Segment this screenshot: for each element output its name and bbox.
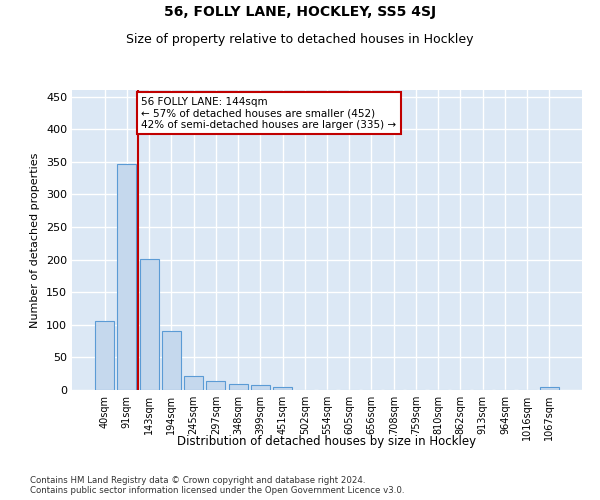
Text: Contains HM Land Registry data © Crown copyright and database right 2024.
Contai: Contains HM Land Registry data © Crown c…	[30, 476, 404, 495]
Bar	[540, 388, 559, 390]
Text: 56 FOLLY LANE: 144sqm
← 57% of detached houses are smaller (452)
42% of semi-det: 56 FOLLY LANE: 144sqm ← 57% of detached …	[142, 96, 397, 130]
Bar	[229, 384, 248, 390]
Bar	[162, 332, 181, 390]
Y-axis label: Number of detached properties: Number of detached properties	[31, 152, 40, 328]
Bar	[273, 386, 292, 390]
Bar	[140, 259, 158, 390]
Bar	[95, 321, 114, 390]
Bar	[118, 164, 136, 390]
Bar	[251, 385, 270, 390]
Bar	[184, 376, 203, 390]
Text: 56, FOLLY LANE, HOCKLEY, SS5 4SJ: 56, FOLLY LANE, HOCKLEY, SS5 4SJ	[164, 5, 436, 19]
Bar	[206, 381, 225, 390]
Text: Distribution of detached houses by size in Hockley: Distribution of detached houses by size …	[178, 435, 476, 448]
Text: Size of property relative to detached houses in Hockley: Size of property relative to detached ho…	[126, 32, 474, 46]
